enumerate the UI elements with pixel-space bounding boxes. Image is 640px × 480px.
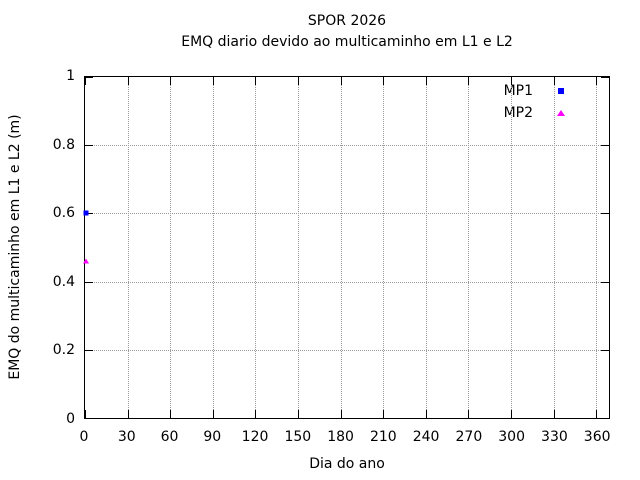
x-tick-label: 330 [541,429,568,445]
x-tick-label: 60 [160,429,179,445]
x-tick-mark [170,77,172,85]
x-tick-mark [468,77,470,85]
y-tick-label: 0 [66,411,75,427]
x-tick-label: 270 [455,429,483,445]
x-tick-mark [596,77,598,85]
y-tick-mark [601,145,609,147]
y-tick-mark [601,281,609,283]
x-tick-label: 300 [498,429,525,445]
x-gridline [212,77,214,418]
x-gridline [127,77,129,418]
y-gridline [85,213,609,215]
y-gridline [85,281,609,283]
x-gridline [553,77,555,418]
x-tick-mark [85,410,86,418]
plot-area: MP1 MP2 [83,76,610,419]
x-tick-mark [298,77,299,85]
x-tick-label: 210 [369,429,397,445]
legend-row-mp2: MP2 [504,102,569,124]
x-tick-label: 150 [284,429,312,445]
y-tick-mark [85,145,93,147]
x-gridline [170,77,172,418]
x-gridline [340,77,342,418]
x-gridline [298,77,299,418]
y-tick-mark [601,213,609,215]
x-tick-mark [340,77,342,85]
y-tick-label: 1 [66,68,75,84]
x-tick-mark [127,410,129,418]
legend-label: MP1 [503,83,533,99]
x-tick-mark [85,77,86,85]
y-tick-label: 0.2 [52,342,75,359]
square-marker-icon [553,88,569,94]
x-tick-mark [425,77,427,85]
y-tick-mark [85,77,93,78]
x-tick-mark [425,410,427,418]
triangle-marker-icon [553,110,569,116]
x-tick-mark [383,410,385,418]
x-tick-label: 0 [79,429,89,445]
x-tick-mark [298,410,299,418]
x-tick-mark [340,410,342,418]
y-gridline [85,145,609,147]
x-tick-mark [553,77,555,85]
y-gridline [85,349,609,351]
y-tick-label: 0.4 [52,273,75,290]
x-tick-mark [255,77,257,85]
y-tick-label: 0.6 [52,205,75,222]
x-gridline [425,77,427,418]
x-gridline [255,77,257,418]
data-point-mp2 [83,258,90,264]
y-tick-mark [85,349,93,351]
x-gridline [383,77,385,418]
y-tick-mark [601,349,609,351]
y-tick-mark [85,213,93,215]
x-tick-mark [212,410,214,418]
x-gridline [468,77,470,418]
mp2-legend-marker-icon [557,110,565,116]
x-gridline [511,77,513,418]
x-tick-mark [127,77,129,85]
x-tick-label: 360 [583,429,611,445]
x-tick-label: 180 [327,429,354,445]
mp1-legend-marker-icon [558,88,564,94]
x-gridline [596,77,598,418]
x-tick-mark [511,77,513,85]
y-tick-mark [85,281,93,283]
x-tick-label: 30 [117,429,136,445]
y-tick-label: 0.8 [52,136,75,153]
legend-label: MP2 [503,105,533,121]
x-tick-mark [511,410,513,418]
x-tick-mark [255,410,257,418]
y-axis-label: EMQ do multicaminho em L1 e L2 (m) [7,114,23,380]
y-tick-mark [85,418,93,419]
data-point-mp1 [83,210,89,216]
x-tick-mark [596,410,598,418]
x-tick-label: 90 [203,429,222,445]
chart-title: SPOR 2026 [307,13,387,29]
x-axis-label: Dia do ano [309,456,385,472]
x-tick-mark [468,410,470,418]
chart-subtitle: EMQ diario devido ao multicaminho em L1 … [181,34,513,50]
x-tick-mark [170,410,172,418]
x-tick-mark [553,410,555,418]
legend: MP1 MP2 [504,80,569,124]
x-tick-label: 240 [412,429,440,445]
legend-row-mp1: MP1 [504,80,569,102]
x-tick-mark [212,77,214,85]
x-tick-mark [383,77,385,85]
x-tick-label: 120 [241,429,269,445]
y-tick-mark [601,418,609,419]
y-tick-mark [601,77,609,78]
